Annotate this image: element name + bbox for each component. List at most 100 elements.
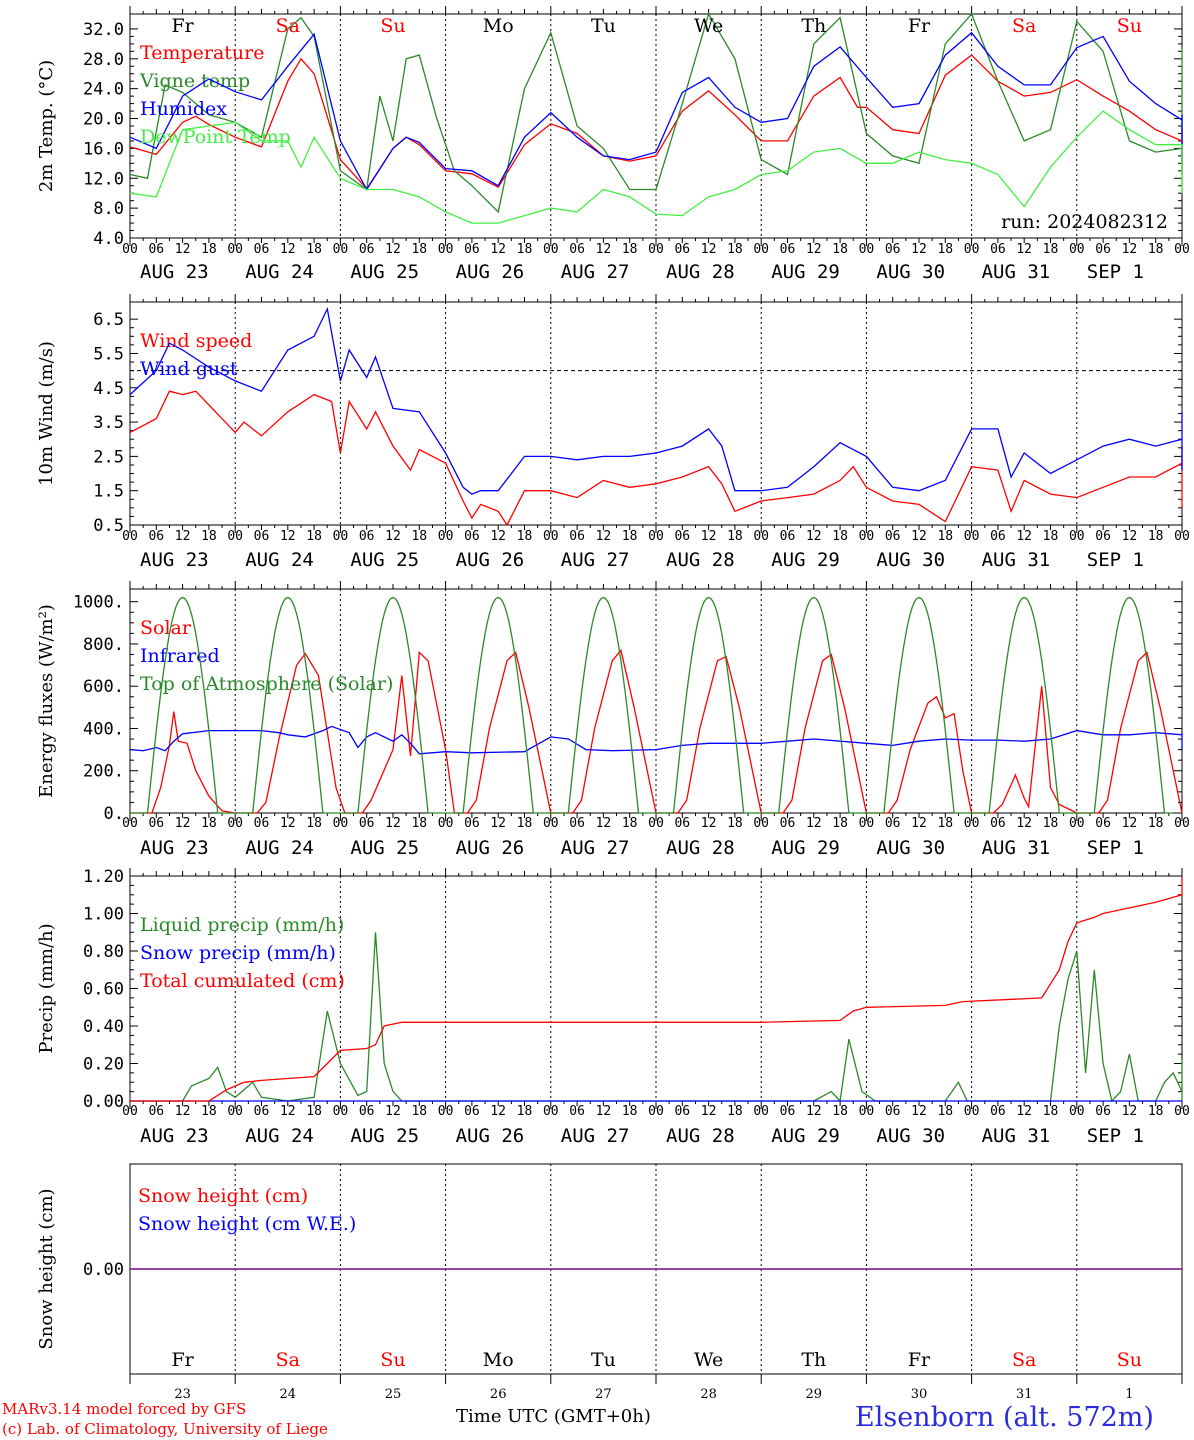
hour-tick-label: 12 xyxy=(596,529,612,544)
series-line-wind-1 xyxy=(129,306,1183,495)
y-tick-label: 1000. xyxy=(73,593,124,613)
hour-tick-label: 12 xyxy=(1122,242,1138,257)
hour-tick-label: 18 xyxy=(517,529,533,544)
y-tick-label: 16.0 xyxy=(83,139,124,159)
y-tick-label: 12.0 xyxy=(83,169,124,189)
y-tick-label: 24.0 xyxy=(83,80,124,100)
date-label: AUG 28 xyxy=(666,1125,735,1147)
weekday-label-top: Tu xyxy=(591,15,616,37)
weekday-label-bottom: Sa xyxy=(276,1349,300,1371)
hour-tick-label: 00 xyxy=(438,242,454,257)
day-number-label: 27 xyxy=(595,1387,612,1402)
y-tick-label: 1.20 xyxy=(83,867,124,887)
hour-tick-label: 18 xyxy=(622,242,638,257)
date-label: AUG 25 xyxy=(350,1125,419,1147)
hour-tick-label: 00 xyxy=(227,529,243,544)
hour-tick-label: 06 xyxy=(254,816,270,831)
hour-tick-label: 06 xyxy=(885,529,901,544)
day-number-label: 24 xyxy=(280,1387,297,1402)
hour-tick-label: 18 xyxy=(727,1104,743,1119)
hour-tick-label: 12 xyxy=(385,816,401,831)
y-tick-label: 3.5 xyxy=(93,413,124,433)
hour-tick-label: 00 xyxy=(1069,816,1085,831)
hour-tick-label: 18 xyxy=(306,529,322,544)
run-label: run: 2024082312 xyxy=(1001,211,1168,233)
hour-tick-label: 00 xyxy=(122,1104,138,1119)
hour-tick-label: 06 xyxy=(569,242,585,257)
hour-tick-label: 18 xyxy=(622,529,638,544)
legend-label: Liquid precip (mm/h) xyxy=(140,914,344,936)
hour-tick-label: 12 xyxy=(1016,529,1032,544)
hour-tick-label: 00 xyxy=(438,816,454,831)
legend-label: DewPoint Temp xyxy=(140,126,291,148)
hour-tick-label: 18 xyxy=(937,816,953,831)
hour-tick-label: 00 xyxy=(753,1104,769,1119)
y-tick-label: 1.5 xyxy=(93,482,124,502)
hour-tick-label: 00 xyxy=(1069,242,1085,257)
hour-tick-label: 06 xyxy=(990,529,1006,544)
hour-tick-label: 12 xyxy=(385,242,401,257)
hour-tick-label: 18 xyxy=(1043,816,1059,831)
hour-tick-label: 12 xyxy=(490,816,506,831)
hour-tick-label: 00 xyxy=(753,816,769,831)
date-label: AUG 29 xyxy=(771,1125,840,1147)
hour-tick-label: 18 xyxy=(937,1104,953,1119)
date-label: SEP 1 xyxy=(1087,261,1144,283)
hour-tick-label: 18 xyxy=(1148,816,1164,831)
date-label: AUG 24 xyxy=(245,837,314,859)
hour-tick-label: 18 xyxy=(727,529,743,544)
hour-tick-label: 18 xyxy=(1148,242,1164,257)
day-number-label: 26 xyxy=(490,1387,507,1402)
hour-tick-label: 00 xyxy=(543,816,559,831)
weekday-label-bottom: Th xyxy=(801,1349,826,1371)
y-axis-title: 2m Temp. (°C) xyxy=(36,60,57,192)
date-label: AUG 27 xyxy=(561,261,630,283)
y-tick-label: 2.5 xyxy=(93,447,124,467)
hour-tick-label: 06 xyxy=(674,529,690,544)
y-tick-label: 5.5 xyxy=(93,344,124,364)
hour-tick-label: 18 xyxy=(937,529,953,544)
date-label: AUG 24 xyxy=(245,261,314,283)
y-tick-label: 8.0 xyxy=(93,199,124,219)
date-label: AUG 31 xyxy=(982,837,1051,859)
date-label: AUG 31 xyxy=(982,261,1051,283)
hour-tick-label: 00 xyxy=(122,816,138,831)
y-tick-label: 1.00 xyxy=(83,905,124,925)
weekday-label-bottom: We xyxy=(694,1349,723,1371)
hour-tick-label: 00 xyxy=(648,816,664,831)
hour-tick-label: 18 xyxy=(727,242,743,257)
date-label: AUG 31 xyxy=(982,1125,1051,1147)
date-label: AUG 28 xyxy=(666,837,735,859)
hour-tick-label: 12 xyxy=(701,242,717,257)
hour-tick-label: 06 xyxy=(148,816,164,831)
weekday-label-bottom: Fr xyxy=(171,1349,194,1371)
hour-tick-label: 00 xyxy=(122,529,138,544)
hour-tick-label: 18 xyxy=(832,1104,848,1119)
date-label: SEP 1 xyxy=(1087,549,1144,571)
hour-tick-label: 12 xyxy=(1016,1104,1032,1119)
weekday-label-top: We xyxy=(694,15,723,37)
hour-tick-label: 06 xyxy=(254,1104,270,1119)
hour-tick-label: 06 xyxy=(464,816,480,831)
hour-tick-label: 18 xyxy=(517,816,533,831)
hour-tick-label: 12 xyxy=(280,529,296,544)
y-tick-label: 0.80 xyxy=(83,942,124,962)
legend-label: Solar xyxy=(140,617,192,639)
hour-tick-label: 06 xyxy=(885,816,901,831)
date-label: AUG 23 xyxy=(140,837,209,859)
weekday-label-top: Fr xyxy=(171,15,194,37)
date-label: AUG 27 xyxy=(561,837,630,859)
legend-label: Wind speed xyxy=(140,330,252,352)
y-tick-label: 32.0 xyxy=(83,20,124,40)
hour-tick-label: 18 xyxy=(201,1104,217,1119)
y-axis-title: 10m Wind (m/s) xyxy=(36,341,57,486)
hour-tick-label: 06 xyxy=(569,529,585,544)
hour-tick-label: 12 xyxy=(806,529,822,544)
hour-tick-label: 12 xyxy=(596,1104,612,1119)
hour-tick-label: 06 xyxy=(674,1104,690,1119)
series-line-precip-2 xyxy=(130,877,1183,1102)
x-axis-title: Time UTC (GMT+0h) xyxy=(456,1406,651,1427)
hour-tick-label: 18 xyxy=(1043,242,1059,257)
hour-tick-label: 12 xyxy=(911,1104,927,1119)
